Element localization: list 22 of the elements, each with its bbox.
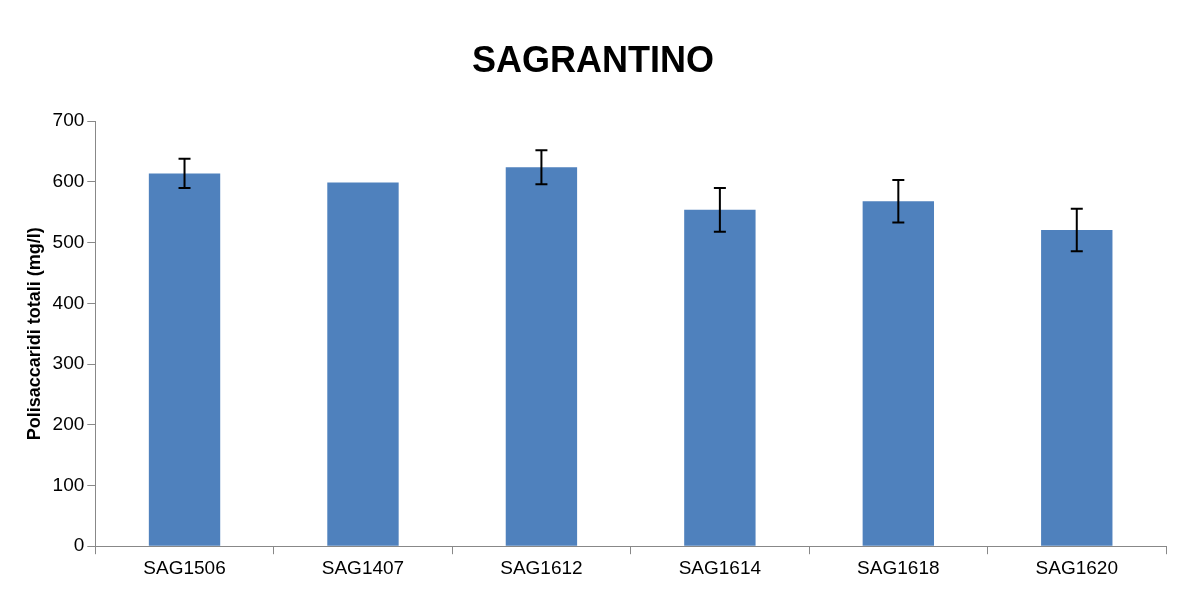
x-tick-label: SAG1620 bbox=[1035, 556, 1118, 578]
bar bbox=[505, 167, 578, 546]
x-tick-label: SAG1407 bbox=[321, 556, 405, 578]
y-tick-label: 500 bbox=[52, 230, 85, 252]
y-tick-label: 100 bbox=[52, 473, 85, 495]
y-tick-label: 0 bbox=[73, 534, 85, 556]
x-tick-label: SAG1614 bbox=[678, 556, 762, 578]
bar bbox=[327, 182, 399, 546]
y-tick-label: 600 bbox=[52, 170, 85, 192]
bar bbox=[1041, 229, 1113, 546]
bar bbox=[684, 209, 756, 546]
y-tick-label: 700 bbox=[52, 109, 85, 131]
x-tick-label: SAG1618 bbox=[857, 556, 940, 578]
y-tick-label: 300 bbox=[52, 352, 85, 374]
y-tick-label: 200 bbox=[52, 413, 85, 435]
y-tick-label: 400 bbox=[52, 291, 85, 313]
bar bbox=[862, 201, 935, 546]
chart-title: SAGRANTINO bbox=[472, 38, 714, 80]
y-axis-title: Polisaccaridi totali (mg/l) bbox=[23, 227, 44, 441]
x-tick-label: SAG1612 bbox=[500, 556, 583, 578]
bar bbox=[148, 173, 221, 546]
x-tick-label: SAG1506 bbox=[143, 556, 226, 578]
